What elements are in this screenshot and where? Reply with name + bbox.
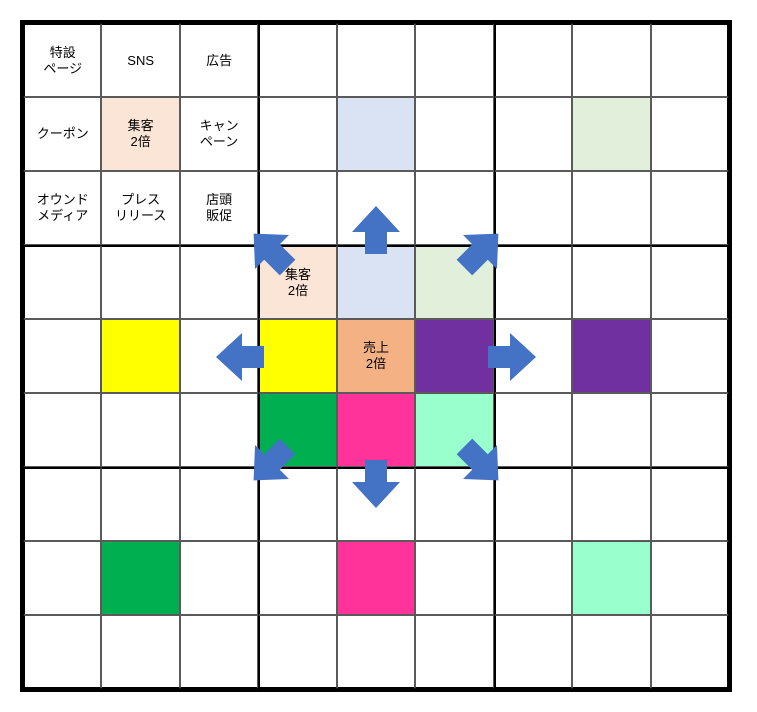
cell-r4c4: 売上 2倍 [337, 319, 415, 393]
cell-r7c4 [337, 541, 415, 615]
cell-r5c5 [415, 393, 493, 467]
cell-r8c6 [494, 615, 572, 689]
cell-r5c7 [572, 393, 650, 467]
cell-r6c3 [258, 467, 336, 541]
cell-r1c4 [337, 97, 415, 171]
cell-r6c6 [494, 467, 572, 541]
cell-r8c2 [180, 615, 258, 689]
cell-r0c4 [337, 23, 415, 97]
cell-label: クーポン [37, 126, 89, 142]
cell-r0c0: 特設 ページ [23, 23, 101, 97]
cell-r3c4 [337, 245, 415, 319]
cell-r3c6 [494, 245, 572, 319]
cell-r0c5 [415, 23, 493, 97]
cell-r5c6 [494, 393, 572, 467]
cell-label: 集客 2倍 [285, 267, 311, 298]
cell-r2c3 [258, 171, 336, 245]
cell-label: オウンド メディア [37, 192, 89, 223]
cell-r0c2: 広告 [180, 23, 258, 97]
cell-r6c4 [337, 467, 415, 541]
cell-r8c3 [258, 615, 336, 689]
cell-label: 店頭 販促 [206, 192, 232, 223]
cell-r0c3 [258, 23, 336, 97]
cell-r7c7 [572, 541, 650, 615]
cell-r8c4 [337, 615, 415, 689]
cell-r8c7 [572, 615, 650, 689]
cell-r7c8 [651, 541, 729, 615]
cell-r5c2 [180, 393, 258, 467]
cell-r3c0 [23, 245, 101, 319]
cell-r4c0 [23, 319, 101, 393]
cell-r4c3 [258, 319, 336, 393]
cell-r5c3 [258, 393, 336, 467]
cell-r2c0: オウンド メディア [23, 171, 101, 245]
cell-r4c8 [651, 319, 729, 393]
cell-label: 特設 ページ [43, 45, 82, 76]
cell-r2c4 [337, 171, 415, 245]
cell-r0c1: SNS [101, 23, 179, 97]
cell-r1c8 [651, 97, 729, 171]
cell-r8c1 [101, 615, 179, 689]
cell-r8c5 [415, 615, 493, 689]
cell-r3c8 [651, 245, 729, 319]
cell-r4c5 [415, 319, 493, 393]
cell-label: キャン ペーン [200, 118, 239, 149]
cell-label: 広告 [206, 53, 232, 69]
cell-r6c0 [23, 467, 101, 541]
cell-r5c4 [337, 393, 415, 467]
cell-r0c7 [572, 23, 650, 97]
cell-r4c2 [180, 319, 258, 393]
cell-r0c6 [494, 23, 572, 97]
cell-r4c6 [494, 319, 572, 393]
mandala-grid: 特設 ページSNS広告クーポン集客 2倍キャン ペーンオウンド メディアプレス … [20, 20, 732, 692]
cell-label: プレス リリース [115, 192, 166, 223]
cell-r1c0: クーポン [23, 97, 101, 171]
cell-r7c6 [494, 541, 572, 615]
cell-r2c1: プレス リリース [101, 171, 179, 245]
cell-r2c2: 店頭 販促 [180, 171, 258, 245]
cell-label: 集客 2倍 [128, 118, 154, 149]
cell-r5c1 [101, 393, 179, 467]
cell-r1c5 [415, 97, 493, 171]
cell-r8c0 [23, 615, 101, 689]
cell-r3c5 [415, 245, 493, 319]
cell-r2c6 [494, 171, 572, 245]
cell-r1c6 [494, 97, 572, 171]
cell-r6c1 [101, 467, 179, 541]
cell-r3c1 [101, 245, 179, 319]
cell-label: 売上 2倍 [363, 340, 389, 371]
cell-r2c8 [651, 171, 729, 245]
cell-r5c8 [651, 393, 729, 467]
cell-r5c0 [23, 393, 101, 467]
cell-r2c5 [415, 171, 493, 245]
cell-r4c7 [572, 319, 650, 393]
cell-r7c5 [415, 541, 493, 615]
cell-r3c2 [180, 245, 258, 319]
cell-r1c3 [258, 97, 336, 171]
cell-r6c8 [651, 467, 729, 541]
cell-r1c1: 集客 2倍 [101, 97, 179, 171]
cell-r7c2 [180, 541, 258, 615]
cell-r7c0 [23, 541, 101, 615]
cell-r1c2: キャン ペーン [180, 97, 258, 171]
cell-r2c7 [572, 171, 650, 245]
cell-r3c3: 集客 2倍 [258, 245, 336, 319]
cell-r8c8 [651, 615, 729, 689]
cell-r6c7 [572, 467, 650, 541]
mandala-grid-container: 特設 ページSNS広告クーポン集客 2倍キャン ペーンオウンド メディアプレス … [20, 20, 732, 692]
cell-r7c3 [258, 541, 336, 615]
cell-r3c7 [572, 245, 650, 319]
cell-r7c1 [101, 541, 179, 615]
cell-r4c1 [101, 319, 179, 393]
cell-label: SNS [127, 53, 154, 69]
cell-r6c5 [415, 467, 493, 541]
cell-r0c8 [651, 23, 729, 97]
cell-r1c7 [572, 97, 650, 171]
cell-r6c2 [180, 467, 258, 541]
